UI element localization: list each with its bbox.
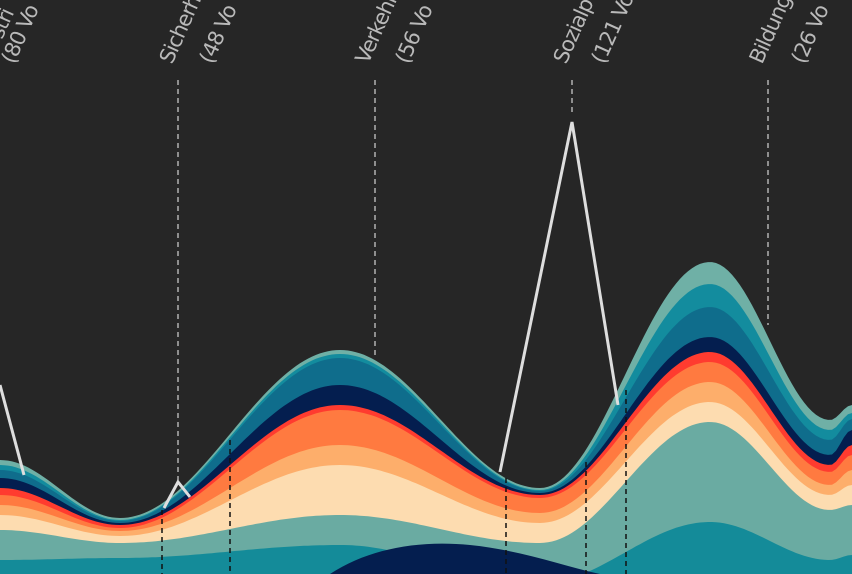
stream-layer [0,422,852,574]
trend-line [498,121,620,473]
stream-layer [0,522,852,574]
stream-layers [0,262,852,574]
stream-layer [330,543,600,574]
guides [0,80,769,574]
trend-line [0,384,26,476]
trend-line [162,479,192,509]
